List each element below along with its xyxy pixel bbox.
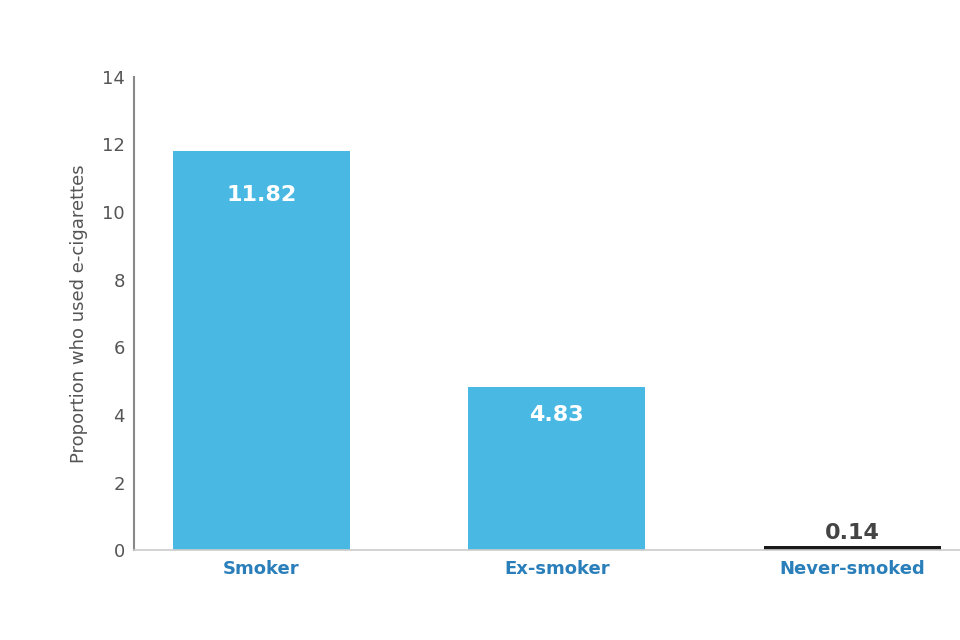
Bar — [468, 387, 645, 550]
Bar — [173, 150, 350, 550]
Y-axis label: Proportion who used e-cigarettes: Proportion who used e-cigarettes — [70, 164, 88, 463]
Text: 0.14: 0.14 — [825, 524, 879, 543]
Bar — [763, 546, 941, 550]
Text: 4.83: 4.83 — [530, 405, 584, 425]
Text: 11.82: 11.82 — [227, 185, 297, 205]
